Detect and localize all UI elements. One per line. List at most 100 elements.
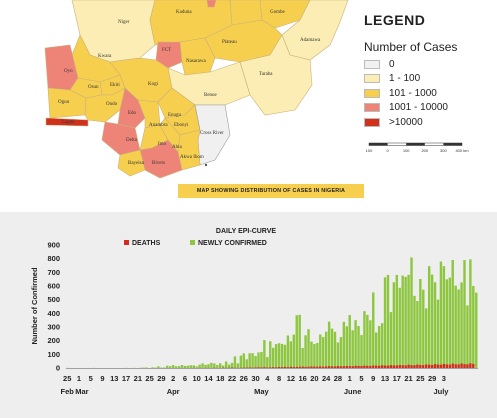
confirmed-bar <box>427 266 431 368</box>
confirmed-bar <box>236 363 240 368</box>
x-tick-label: 13 <box>110 374 118 383</box>
epi-curve-chart: DAILY EPI-CURVE DEATHS NEWLY CONFIRMED N… <box>30 228 478 396</box>
x-axis-ticks: 25 1 5 9 13 17 21 25 29 2 6 10 14 18 22 26 30 4 8 12 16 20 24 2… <box>63 374 446 383</box>
legend-swatch <box>364 59 380 69</box>
death-bar <box>322 366 325 368</box>
x-tick-label: 9 <box>100 374 104 383</box>
death-bar <box>427 364 431 368</box>
death-bar <box>372 365 375 368</box>
x-tick-label: 28 <box>334 374 342 383</box>
state-label: Imo <box>158 142 167 147</box>
death-bar <box>392 365 396 368</box>
month-label: June <box>344 387 362 396</box>
confirmed-bar <box>174 366 178 368</box>
map-dot <box>204 163 208 167</box>
death-bar <box>419 364 422 368</box>
death-bar <box>330 366 334 368</box>
confirmed-bar <box>189 365 193 368</box>
confirmed-bar <box>201 363 204 368</box>
confirmed-bar <box>145 367 148 368</box>
state-gombe <box>259 0 311 29</box>
confirmed-bar <box>319 334 322 368</box>
death-bar <box>342 366 346 368</box>
confirmed-bar <box>157 366 160 368</box>
legend-swatch-deaths <box>124 240 129 245</box>
death-bar <box>257 367 260 368</box>
confirmed-bar <box>430 274 434 368</box>
death-bar <box>386 365 390 368</box>
confirmed-bar <box>163 367 166 368</box>
confirmed-bar <box>463 260 466 368</box>
death-bar <box>460 363 463 368</box>
x-tick-label: 16 <box>298 374 306 383</box>
confirmed-bars <box>66 257 478 368</box>
confirmed-bar <box>230 362 234 368</box>
state-label: Anambra <box>149 123 168 128</box>
confirmed-bar <box>298 314 301 368</box>
death-bar <box>254 367 257 368</box>
confirmed-bar <box>336 342 340 368</box>
confirmed-bar <box>301 348 304 368</box>
map-states <box>44 0 349 179</box>
death-bar <box>445 364 449 368</box>
x-tick-label: 5 <box>89 374 93 383</box>
month-label: Mar <box>75 387 88 396</box>
state-bayelsa <box>117 149 146 177</box>
death-bar <box>451 363 454 368</box>
confirmed-bar <box>151 367 154 368</box>
month-label: Apr <box>167 387 180 396</box>
x-tick-label: 2 <box>171 374 175 383</box>
scale-label: 100 <box>403 148 410 153</box>
legend-swatch <box>364 117 380 127</box>
confirmed-bar <box>360 335 363 368</box>
state-label: Abia <box>172 145 183 150</box>
death-bar <box>363 365 366 368</box>
month-labels: Feb Mar Apr May June July <box>61 387 450 396</box>
death-bar <box>351 366 354 368</box>
death-bar <box>407 364 410 368</box>
confirmed-bar <box>389 312 393 368</box>
x-tick-label: 21 <box>404 374 412 383</box>
confirmed-bar <box>277 343 281 368</box>
state-label: Lagos <box>62 120 74 125</box>
death-bar <box>298 366 301 368</box>
confirmed-bar <box>248 353 251 368</box>
confirmed-bar <box>348 315 351 368</box>
death-bar <box>430 364 434 368</box>
chart-title: DAILY EPI-CURVE <box>216 228 276 235</box>
death-bar <box>416 364 419 368</box>
confirmed-bar <box>210 362 213 368</box>
confirmed-bar <box>398 287 401 368</box>
death-bar <box>289 366 293 368</box>
death-bar <box>463 364 466 368</box>
confirmed-bar <box>327 321 331 368</box>
state-label: Niger <box>118 20 130 25</box>
scale-label: 100 <box>366 148 373 153</box>
x-tick-label: 24 <box>322 374 331 383</box>
confirmed-bar <box>375 332 378 368</box>
state-label: Ogun <box>58 100 70 105</box>
confirmed-bar <box>322 337 325 368</box>
month-label: Feb <box>61 387 75 396</box>
death-bar <box>307 366 310 368</box>
state-north-red <box>206 0 217 8</box>
state-label: Osun <box>88 85 99 90</box>
confirmed-bar <box>263 340 266 368</box>
x-tick-label: 1 <box>348 374 352 383</box>
death-bar <box>401 365 404 368</box>
legend-label: 0 <box>389 58 395 70</box>
state-label: Akwa Ibom <box>180 155 204 160</box>
state-label: Cross River <box>200 131 224 136</box>
y-tick-label: 500 <box>47 295 60 304</box>
state-label: Edo <box>128 111 137 116</box>
confirmed-bar <box>245 359 248 368</box>
death-bar <box>377 365 381 368</box>
confirmed-bar <box>433 282 437 368</box>
state-label: Enugu <box>168 113 182 118</box>
death-bar <box>310 366 313 368</box>
confirmed-bar <box>357 326 360 368</box>
confirmed-bar <box>469 259 472 368</box>
confirmed-bar <box>339 337 343 368</box>
death-bar <box>436 364 440 368</box>
y-tick-label: 0 <box>56 364 60 373</box>
